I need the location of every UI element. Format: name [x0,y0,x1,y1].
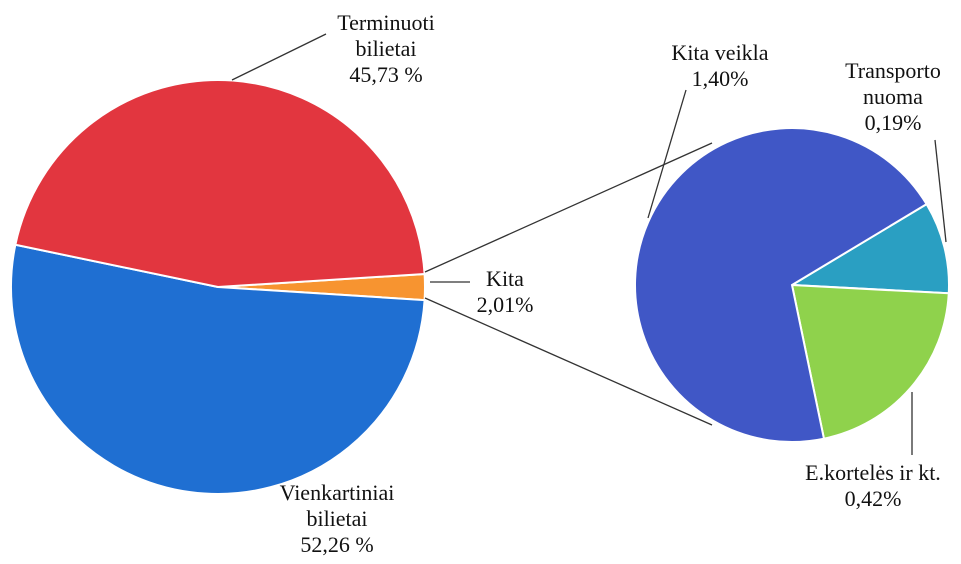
slice-value: 0,42% [844,486,902,511]
slice-value: 0,19% [864,110,922,135]
slice-label: Vienkartiniai bilietai 52,26 % [262,480,412,558]
slice-value: 52,26 % [300,532,374,557]
slice-name: Vienkartiniai bilietai [279,480,395,531]
slice-name: Kita [486,266,524,291]
slice-name: Kita veikla [671,40,769,65]
slice-name: E.kortelės ir kt. [805,460,941,485]
leader-line [934,139,947,243]
slice-name: Transporto nuoma [845,58,941,109]
slice-label: Kita veikla 1,40% [671,40,768,92]
connector-line [424,297,713,426]
slice-value: 2,01% [476,292,534,317]
leader-line [231,33,327,81]
slice-name: Terminuoti bilietai [337,10,435,61]
pie-slice [634,127,928,443]
pie-slice [10,243,426,495]
pie-slice [790,283,950,440]
pie-slice [788,202,950,295]
slice-label: Kita 2,01% [477,266,534,318]
slice-label: Transporto nuoma 0,19% [838,58,948,136]
slice-value: 1,40% [691,66,749,91]
slice-value: 45,73 % [349,62,423,87]
slice-label: Terminuoti bilietai 45,73 % [321,10,451,88]
leader-line [647,89,687,219]
pie-slice [14,79,426,289]
slice-label: E.kortelės ir kt. 0,42% [805,460,941,512]
